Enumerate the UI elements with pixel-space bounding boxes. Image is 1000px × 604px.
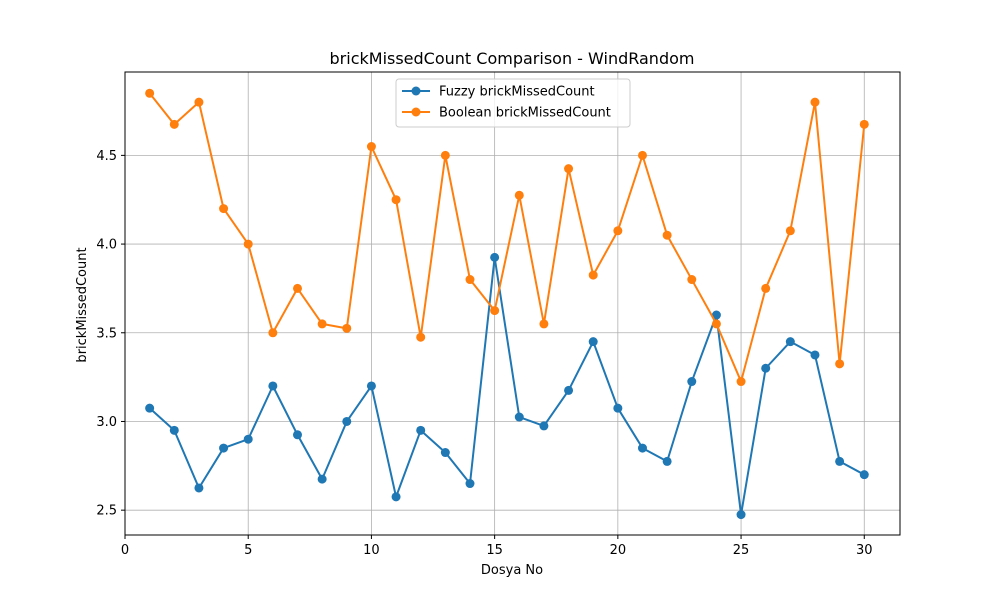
data-point: [465, 275, 475, 285]
plot-area-frame: [124, 71, 901, 536]
data-point: [317, 319, 327, 329]
data-point: [366, 142, 376, 152]
legend-marker: [411, 86, 421, 96]
data-point: [810, 350, 820, 360]
data-point: [391, 195, 401, 205]
data-point: [514, 412, 524, 422]
series-layer: [145, 88, 869, 520]
legend-box: [395, 78, 631, 128]
y-tick-label: 4.5: [96, 149, 117, 164]
data-point: [785, 337, 795, 347]
data-point: [810, 97, 820, 107]
y-axis: 2.5 3.0 3.5 4.0 4.5: [96, 149, 125, 519]
data-point: [268, 381, 278, 391]
data-point: [490, 306, 500, 316]
data-point: [711, 310, 721, 320]
data-point: [440, 448, 450, 458]
data-point: [564, 164, 574, 174]
data-point: [169, 425, 179, 435]
x-tick-label: 5: [244, 543, 252, 558]
y-tick-label: 4.0: [96, 238, 117, 253]
data-point: [317, 474, 327, 484]
x-tick-label: 10: [363, 543, 380, 558]
y-tick-label: 3.5: [96, 326, 117, 341]
data-point: [292, 283, 302, 293]
data-point: [268, 328, 278, 338]
x-tick-label: 30: [856, 543, 873, 558]
data-point: [687, 275, 697, 285]
legend: Fuzzy brickMissedCount Boolean brickMisse…: [395, 78, 631, 128]
data-point: [711, 319, 721, 329]
data-point: [539, 319, 549, 329]
data-point: [391, 492, 401, 502]
data-point: [613, 226, 623, 236]
data-point: [145, 403, 155, 413]
legend-label: Boolean brickMissedCount: [439, 106, 611, 121]
y-axis-label: brickMissedCount: [75, 247, 90, 362]
data-point: [785, 226, 795, 236]
data-point: [588, 270, 598, 280]
data-point: [440, 150, 450, 160]
data-point: [637, 443, 647, 453]
data-point: [662, 456, 672, 466]
data-point: [342, 323, 352, 333]
data-point: [564, 385, 574, 395]
data-point: [243, 239, 253, 249]
data-point: [416, 332, 426, 342]
data-point: [637, 150, 647, 160]
data-point: [243, 434, 253, 444]
data-point: [366, 381, 376, 391]
data-point: [169, 119, 179, 129]
x-axis: 0 5 10 15 20 25 30: [121, 535, 873, 558]
data-point: [465, 479, 475, 489]
data-point: [194, 97, 204, 107]
data-point: [859, 119, 869, 129]
data-point: [194, 483, 204, 493]
grid-lines: [124, 72, 900, 535]
data-point: [687, 377, 697, 387]
data-point: [662, 230, 672, 240]
data-point: [145, 88, 155, 98]
data-point: [416, 425, 426, 435]
series-line: [148, 92, 866, 383]
x-axis-label: Dosya No: [481, 563, 543, 578]
y-tick-label: 2.5: [96, 504, 117, 519]
data-point: [219, 443, 229, 453]
data-point: [588, 337, 598, 347]
chart-title: brickMissedCount Comparison - WindRandom: [330, 49, 695, 68]
x-tick-label: 20: [610, 543, 627, 558]
series-boolean: [145, 88, 869, 387]
x-tick-label: 0: [121, 543, 129, 558]
data-point: [613, 403, 623, 413]
data-point: [736, 377, 746, 387]
data-point: [490, 252, 500, 262]
data-point: [539, 421, 549, 431]
legend-item: Fuzzy brickMissedCount: [402, 85, 595, 100]
data-point: [835, 456, 845, 466]
data-point: [342, 416, 352, 426]
y-tick-label: 3.0: [96, 415, 117, 430]
data-point: [761, 363, 771, 373]
legend-marker: [411, 107, 421, 117]
series-line: [148, 256, 865, 516]
data-point: [219, 204, 229, 214]
series-fuzzy: [145, 252, 869, 520]
data-point: [761, 283, 771, 293]
data-point: [835, 359, 845, 369]
data-point: [514, 190, 524, 200]
legend-label: Fuzzy brickMissedCount: [439, 85, 595, 100]
data-point: [736, 510, 746, 520]
legend-item: Boolean brickMissedCount: [402, 106, 611, 121]
data-point: [859, 470, 869, 480]
data-point: [292, 430, 302, 440]
x-tick-label: 25: [733, 543, 750, 558]
x-tick-label: 15: [486, 543, 503, 558]
